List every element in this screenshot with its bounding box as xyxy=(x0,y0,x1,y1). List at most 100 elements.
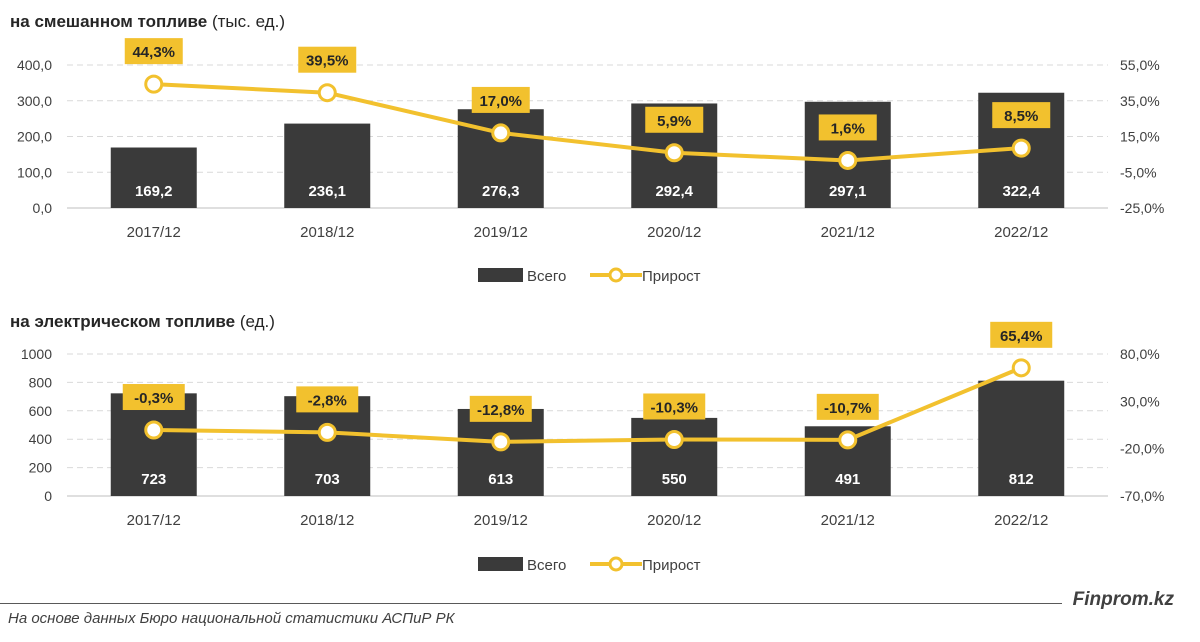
x-tick-label: 2020/12 xyxy=(647,224,701,241)
line-value-label: 65,4% xyxy=(1000,328,1043,345)
line-point xyxy=(144,74,164,94)
bar xyxy=(284,396,371,496)
y2-tick-label: 55,0% xyxy=(1120,57,1160,73)
bar xyxy=(110,147,197,208)
footer: На основе данных Бюро национальной стати… xyxy=(0,589,1200,642)
y-tick-label: 200 xyxy=(29,460,53,476)
line-value-label: -12,8% xyxy=(477,402,525,419)
y-tick-label: 0 xyxy=(44,488,52,504)
bar-value-label: 723 xyxy=(141,471,166,488)
chart-title: на электрическом топливе (ед.) xyxy=(10,312,275,332)
bar-value-label: 276,3 xyxy=(482,183,520,200)
y2-tick-label: -25,0% xyxy=(1120,200,1164,216)
line-label-box xyxy=(124,38,183,65)
y-tick-label: 1000 xyxy=(21,346,52,362)
legend-label-total: Всего xyxy=(527,557,566,574)
line-label-box xyxy=(643,393,706,420)
line-value-label: 5,9% xyxy=(657,113,691,130)
line-label-box xyxy=(296,386,359,413)
line-point xyxy=(838,150,858,170)
line-value-label: 1,6% xyxy=(831,120,865,137)
x-tick-label: 2020/12 xyxy=(647,512,701,529)
line-label-box xyxy=(645,106,704,133)
chart-electric-fuel: на электрическом топливе (ед.) 0 200 400 60… xyxy=(0,300,1200,590)
y-tick-label: 600 xyxy=(29,403,53,419)
line-point xyxy=(491,432,511,452)
y2-tick-label: 80,0% xyxy=(1120,346,1160,362)
chart-hybrid-fuel: на смешанном топливе (тыс. ед.) 0,0 100,0… xyxy=(0,0,1200,300)
chart-title-unit: (ед.) xyxy=(239,312,275,331)
line-point xyxy=(664,429,684,449)
line-label-box xyxy=(471,86,530,113)
bar-value-label: 236,1 xyxy=(308,183,346,200)
line-point xyxy=(664,143,684,163)
line-label-box xyxy=(816,393,879,420)
y2-tick-label: 30,0% xyxy=(1120,393,1160,409)
series-line xyxy=(153,365,1023,444)
line-label-box xyxy=(122,384,185,411)
line-point xyxy=(1011,358,1031,378)
x-tick-label: 2021/12 xyxy=(821,224,875,241)
bar-value-label: 491 xyxy=(835,471,860,488)
y2-tick-label: -70,0% xyxy=(1120,488,1164,504)
bar xyxy=(978,380,1065,496)
y-tick-label: 400,0 xyxy=(17,57,52,73)
chart-electric-svg: 0 200 400 600 800 1000 -70,0% -20,0% 30,0% 80,0% 7… xyxy=(21,321,1164,574)
footer-divider xyxy=(0,603,1062,604)
brand-logo: Finprom.kz xyxy=(1072,589,1174,610)
chart-title-bold: на смешанном топливе xyxy=(10,12,208,31)
y-tick-label: 100,0 xyxy=(17,164,52,180)
y2-tick-label: -20,0% xyxy=(1120,441,1164,457)
x-tick-label: 2019/12 xyxy=(474,224,528,241)
bar xyxy=(457,408,544,496)
legend-bar-swatch xyxy=(478,557,523,571)
x-tick-label: 2019/12 xyxy=(474,512,528,529)
y2-tick-label: 35,0% xyxy=(1120,93,1160,109)
legend-label-total: Всего xyxy=(527,268,566,285)
line-value-label: -0,3% xyxy=(134,390,173,407)
y-tick-label: 200,0 xyxy=(17,129,52,145)
x-tick-label: 2021/12 xyxy=(821,512,875,529)
x-tick-label: 2018/12 xyxy=(300,224,354,241)
bar-value-label: 812 xyxy=(1009,471,1034,488)
x-tick-label: 2017/12 xyxy=(127,224,181,241)
chart-hybrid-svg: 0,0 100,0 200,0 300,0 400,0 -25,0% -5,0% 15,0% 3… xyxy=(17,38,1164,285)
legend-line-marker xyxy=(608,556,624,572)
series-line xyxy=(153,82,1022,163)
x-tick-label: 2022/12 xyxy=(994,224,1048,241)
chart-title-bold: на электрическом топливе xyxy=(10,312,236,331)
line-label-box xyxy=(992,102,1051,129)
line-point xyxy=(317,422,337,442)
line-value-label: 8,5% xyxy=(1004,108,1038,125)
line-label-box xyxy=(990,321,1053,348)
line-value-label: -2,8% xyxy=(308,392,347,409)
line-value-label: -10,7% xyxy=(824,400,872,417)
bar-value-label: 169,2 xyxy=(135,183,173,200)
legend-bar-swatch xyxy=(478,268,523,282)
x-tick-label: 2022/12 xyxy=(994,512,1048,529)
bar-value-label: 322,4 xyxy=(1002,183,1040,200)
bar xyxy=(284,123,371,208)
line-point xyxy=(491,123,511,143)
legend-label-growth: Прирост xyxy=(642,268,701,285)
bar-value-label: 297,1 xyxy=(829,183,867,200)
line-point xyxy=(317,83,337,103)
line-value-label: 39,5% xyxy=(306,53,349,70)
bar-value-label: 550 xyxy=(662,471,687,488)
y-tick-label: 800 xyxy=(29,374,53,390)
line-label-box xyxy=(469,395,532,422)
line-point xyxy=(838,430,858,450)
line-value-label: 17,0% xyxy=(479,93,522,110)
y-tick-label: 300,0 xyxy=(17,93,52,109)
x-tick-label: 2017/12 xyxy=(127,512,181,529)
line-label-box xyxy=(818,114,877,141)
y-tick-label: 400 xyxy=(29,431,53,447)
x-tick-label: 2018/12 xyxy=(300,512,354,529)
bar-value-label: 292,4 xyxy=(655,183,693,200)
chart-title: на смешанном топливе (тыс. ед.) xyxy=(10,12,285,32)
legend-label-growth: Прирост xyxy=(642,557,701,574)
line-point xyxy=(1011,138,1031,158)
bar-value-label: 703 xyxy=(315,471,340,488)
line-value-label: 44,3% xyxy=(132,44,175,61)
bar xyxy=(110,393,197,496)
